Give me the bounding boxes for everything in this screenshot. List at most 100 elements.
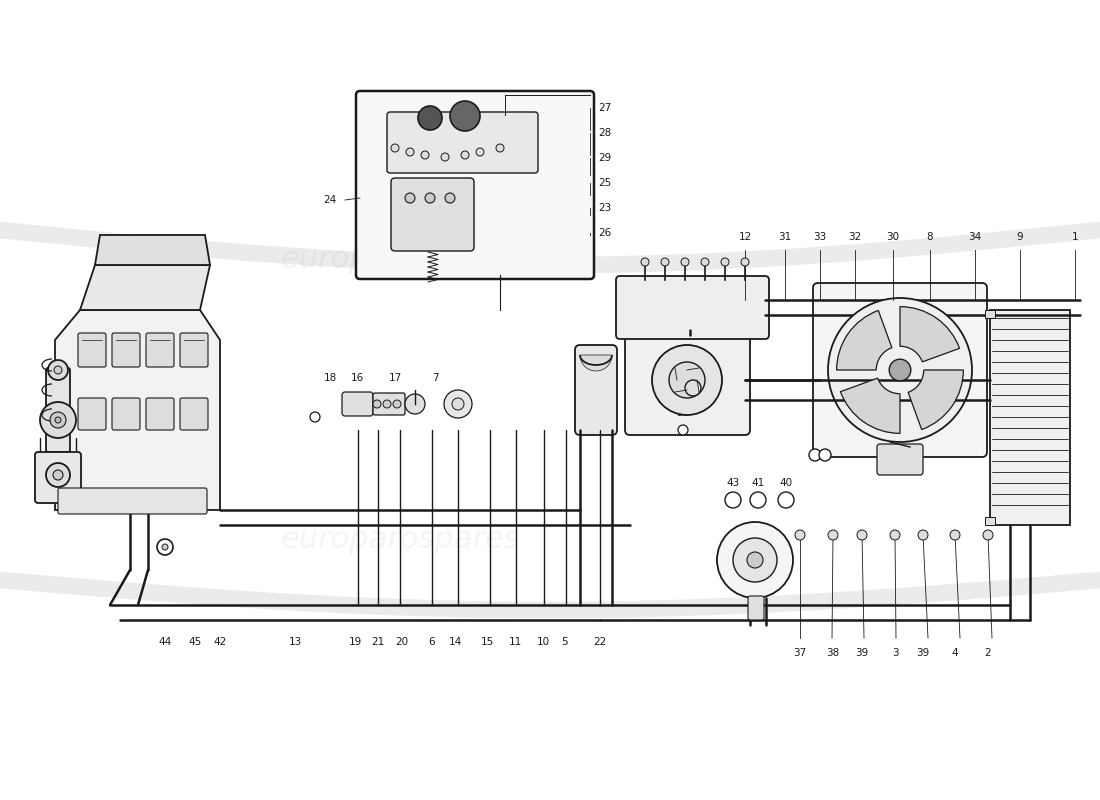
Text: 35: 35: [676, 408, 690, 418]
FancyBboxPatch shape: [625, 325, 750, 435]
Circle shape: [720, 258, 729, 266]
Text: 38: 38: [826, 648, 839, 658]
Circle shape: [383, 400, 390, 408]
Text: 5: 5: [562, 637, 569, 647]
Bar: [984, 310, 996, 318]
Circle shape: [162, 544, 168, 550]
FancyBboxPatch shape: [146, 398, 174, 430]
Circle shape: [950, 530, 960, 540]
Circle shape: [890, 530, 900, 540]
Text: 19: 19: [349, 637, 362, 647]
FancyBboxPatch shape: [58, 488, 207, 514]
Text: 13: 13: [288, 637, 301, 647]
Circle shape: [446, 193, 455, 203]
FancyBboxPatch shape: [575, 345, 617, 435]
Circle shape: [795, 530, 805, 540]
Circle shape: [741, 258, 749, 266]
Text: 41: 41: [751, 478, 764, 488]
Circle shape: [778, 492, 794, 508]
Circle shape: [828, 298, 972, 442]
FancyBboxPatch shape: [390, 178, 474, 251]
FancyBboxPatch shape: [616, 276, 769, 339]
Circle shape: [393, 400, 402, 408]
FancyBboxPatch shape: [46, 368, 70, 452]
Text: 18: 18: [323, 373, 337, 383]
Text: europarospares: europarospares: [280, 246, 520, 274]
Bar: [990, 310, 1070, 525]
Text: 12: 12: [738, 232, 751, 242]
Circle shape: [450, 101, 480, 131]
Text: 1: 1: [1071, 232, 1078, 242]
FancyBboxPatch shape: [35, 452, 81, 503]
Text: 31: 31: [779, 232, 792, 242]
Text: 8: 8: [926, 232, 933, 242]
Wedge shape: [580, 355, 612, 371]
Circle shape: [808, 449, 821, 461]
FancyBboxPatch shape: [387, 112, 538, 173]
Circle shape: [441, 153, 449, 161]
FancyBboxPatch shape: [180, 333, 208, 367]
Circle shape: [733, 538, 777, 582]
Circle shape: [685, 380, 701, 396]
Text: 27: 27: [598, 103, 612, 113]
Text: 15: 15: [481, 637, 494, 647]
Wedge shape: [900, 306, 959, 362]
Circle shape: [406, 148, 414, 156]
Circle shape: [701, 258, 710, 266]
Wedge shape: [837, 310, 892, 370]
Circle shape: [496, 144, 504, 152]
Text: 7: 7: [431, 373, 438, 383]
Circle shape: [641, 258, 649, 266]
Circle shape: [452, 398, 464, 410]
Text: 44: 44: [158, 637, 172, 647]
Circle shape: [418, 106, 442, 130]
Text: 45: 45: [188, 637, 201, 647]
FancyBboxPatch shape: [112, 398, 140, 430]
Text: 24: 24: [323, 195, 337, 205]
Text: europarospares: europarospares: [280, 526, 520, 554]
Text: 21: 21: [372, 637, 385, 647]
FancyBboxPatch shape: [180, 398, 208, 430]
Circle shape: [461, 151, 469, 159]
FancyBboxPatch shape: [356, 91, 594, 279]
Text: 6: 6: [429, 637, 436, 647]
Circle shape: [725, 492, 741, 508]
Text: 20: 20: [395, 637, 408, 647]
Circle shape: [652, 345, 722, 415]
Circle shape: [310, 412, 320, 422]
Text: 42: 42: [213, 637, 227, 647]
Circle shape: [53, 470, 63, 480]
Circle shape: [678, 425, 688, 435]
Circle shape: [425, 193, 435, 203]
Circle shape: [857, 530, 867, 540]
Text: 9: 9: [1016, 232, 1023, 242]
Circle shape: [661, 258, 669, 266]
Text: 39: 39: [856, 648, 869, 658]
Circle shape: [918, 530, 928, 540]
Text: 23: 23: [598, 203, 612, 213]
Polygon shape: [80, 265, 210, 310]
Text: 4: 4: [952, 648, 958, 658]
Text: 10: 10: [537, 637, 550, 647]
FancyBboxPatch shape: [78, 398, 106, 430]
Circle shape: [405, 394, 425, 414]
Circle shape: [46, 463, 70, 487]
Circle shape: [681, 258, 689, 266]
Bar: [984, 517, 996, 525]
Text: 36: 36: [686, 366, 700, 376]
Text: 29: 29: [598, 153, 612, 163]
Text: 16: 16: [351, 373, 364, 383]
Circle shape: [747, 552, 763, 568]
Text: 37: 37: [793, 648, 806, 658]
Text: 17: 17: [388, 373, 401, 383]
Text: 43: 43: [726, 478, 739, 488]
Polygon shape: [95, 235, 210, 265]
Circle shape: [50, 412, 66, 428]
Text: 26: 26: [598, 228, 612, 238]
Text: 2: 2: [984, 648, 991, 658]
Circle shape: [717, 522, 793, 598]
Circle shape: [48, 360, 68, 380]
Text: 39: 39: [916, 648, 930, 658]
Polygon shape: [55, 310, 220, 510]
Circle shape: [820, 449, 830, 461]
